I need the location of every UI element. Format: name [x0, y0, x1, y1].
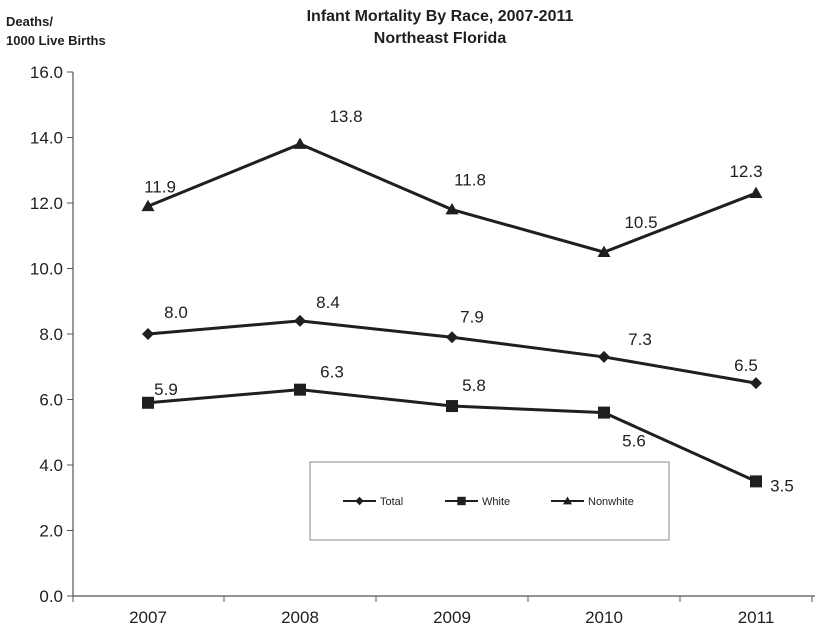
white-data-label: 3.5 — [770, 476, 794, 495]
y-tick-label: 10.0 — [30, 260, 63, 279]
chart-title: Infant Mortality By Race, 2007-2011 — [306, 8, 574, 25]
white-point — [142, 396, 154, 409]
white-point — [294, 383, 306, 396]
total-point — [598, 350, 610, 363]
nonwhite-data-label: 11.8 — [454, 171, 486, 190]
total-point — [750, 377, 762, 390]
white-point — [598, 406, 610, 419]
x-tick-label: 2008 — [281, 608, 319, 627]
white-data-label: 5.9 — [154, 380, 178, 399]
total-data-label: 8.4 — [316, 293, 340, 312]
y-tick-label: 16.0 — [30, 63, 63, 82]
total-point — [294, 314, 306, 327]
total-series-line — [147, 319, 757, 385]
y-tick-label: 0.0 — [39, 587, 63, 606]
y-tick-label: 4.0 — [39, 456, 63, 475]
y-tick-label: 2.0 — [39, 522, 63, 541]
total-data-label: 8.0 — [164, 303, 188, 322]
total-data-label: 6.5 — [734, 356, 758, 375]
y-tick-label: 8.0 — [39, 325, 63, 344]
nonwhite-point — [597, 245, 611, 257]
nonwhite-data-label: 10.5 — [624, 213, 657, 232]
nonwhite-series-line — [147, 142, 757, 254]
x-tick-label: 2010 — [585, 608, 623, 627]
total-data-label: 7.9 — [460, 307, 484, 326]
legend-white-marker — [457, 496, 466, 506]
white-data-label: 5.8 — [462, 376, 486, 395]
legend-nonwhite-marker — [562, 496, 573, 505]
x-tick-label: 2007 — [129, 608, 167, 627]
nonwhite-point — [749, 186, 763, 199]
total-data-label: 7.3 — [628, 330, 652, 349]
nonwhite-point — [293, 137, 307, 149]
legend-total-marker — [355, 496, 364, 506]
nonwhite-point — [445, 203, 459, 215]
white-point — [750, 475, 762, 488]
nonwhite-data-label: 12.3 — [729, 162, 762, 181]
y-axis-label-line-1: Deaths/ — [6, 14, 53, 29]
nonwhite-data-label: 11.9 — [144, 177, 176, 196]
nonwhite-point — [141, 199, 155, 212]
y-tick-label: 12.0 — [30, 194, 63, 213]
y-tick-label: 6.0 — [39, 391, 63, 410]
y-tick-label: 14.0 — [30, 129, 63, 148]
legend-total-label: Total — [380, 496, 403, 508]
white-point — [446, 400, 458, 413]
nonwhite-data-label: 13.8 — [329, 107, 362, 126]
legend-nonwhite-label: Nonwhite — [588, 496, 634, 508]
x-tick-label: 2009 — [433, 608, 471, 627]
total-point — [142, 328, 154, 340]
y-axis-label-line-2: 1000 Live Births — [6, 33, 106, 48]
white-data-label: 6.3 — [320, 363, 344, 382]
chart-subtitle: Northeast Florida — [373, 30, 507, 47]
legend-white-label: White — [482, 496, 510, 508]
x-tick-label: 2011 — [738, 608, 775, 627]
white-data-label: 5.6 — [622, 432, 646, 451]
total-point — [446, 331, 458, 344]
